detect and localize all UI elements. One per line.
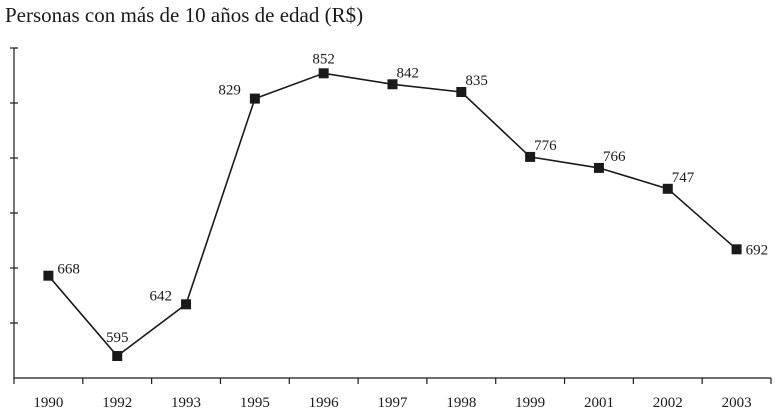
data-point (318, 68, 329, 79)
data-label: 692 (746, 242, 769, 258)
data-point (456, 87, 467, 97)
x-tick-label: 1998 (446, 395, 476, 411)
data-label: 829 (218, 83, 241, 99)
data-label: 747 (672, 170, 695, 186)
data-label: 776 (534, 138, 557, 154)
x-tick-label: 2003 (722, 395, 752, 411)
data-label: 842 (397, 65, 420, 81)
data-point (181, 299, 192, 310)
data-markers (43, 68, 742, 361)
data-label: 668 (57, 262, 79, 278)
data-point (387, 79, 398, 90)
chart-title: Personas con más de 10 años de edad (R$) (5, 3, 364, 27)
x-ticks (13, 378, 772, 384)
axes (13, 48, 771, 379)
data-label: 835 (465, 73, 488, 89)
data-point (112, 351, 123, 361)
data-point (731, 244, 742, 255)
data-label: 852 (312, 51, 335, 67)
data-point (525, 151, 536, 162)
x-tick-label: 1992 (102, 395, 132, 411)
series-line (47, 72, 738, 358)
x-tick-labels: 1990 1992 1993 1995 1996 1997 1998 1999 2001 2002… (33, 395, 751, 411)
x-tick-label: 1993 (171, 395, 201, 411)
x-tick-label: 1996 (309, 395, 340, 411)
data-point (662, 183, 673, 194)
x-tick-label: 1999 (515, 395, 545, 411)
data-label: 595 (106, 330, 129, 346)
x-tick-label: 1990 (33, 395, 63, 411)
x-tick-label: 2001 (584, 395, 614, 411)
data-point (249, 93, 260, 104)
data-labels: 668 595 642 829 852 842 835 776 766 747 692 (57, 51, 768, 346)
data-label: 766 (603, 149, 626, 165)
data-point (593, 162, 604, 173)
x-tick-label: 1997 (378, 395, 409, 411)
data-point (43, 270, 54, 281)
y-ticks (10, 47, 18, 324)
x-tick-label: 2002 (653, 395, 683, 411)
x-tick-label: 1995 (240, 395, 270, 411)
data-label: 642 (150, 288, 173, 304)
